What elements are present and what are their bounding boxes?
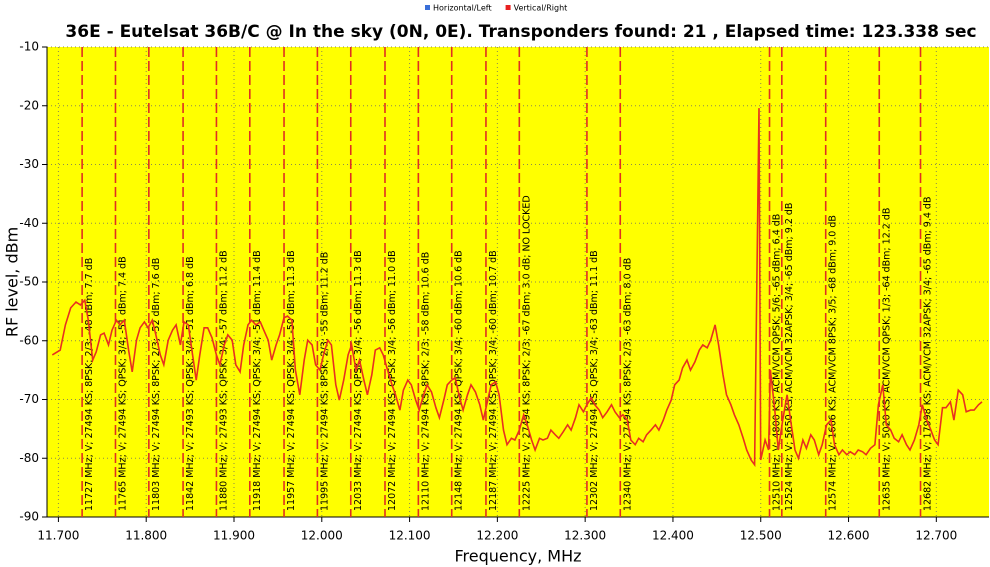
transponder-label: 12033 MHz; V; 27494 KS; QPSK; 3/4; -56 d… <box>353 250 364 511</box>
transponder-label: 12340 MHz; V; 27494 KS; 8PSK; 2/3; -63 d… <box>622 258 633 511</box>
x-tick-label: 12.400 <box>652 529 694 543</box>
x-tick-label: 12.200 <box>476 529 518 543</box>
transponder-label: 11880 MHz; V; 27493 KS; QPSK; 3/4; -57 d… <box>218 250 229 511</box>
y-axis-label: RF level, dBm <box>3 227 22 337</box>
transponder-label: 11803 MHz; V; 27494 KS; 8PSK; 2/3; -52 d… <box>151 258 162 511</box>
transponder-label: 11842 MHz; V; 27493 KS; QPSK; 3/4; -51 d… <box>185 256 196 511</box>
transponder-label: 12187 MHz; V; 27494 KS; QPSK; 3/4; -60 d… <box>488 250 499 511</box>
x-tick-label: 11.700 <box>37 529 79 543</box>
y-tick-label: -20 <box>19 98 39 112</box>
transponder-label: 12225 MHz; V; 27494 KS; 8PSK; 2/3; -67 d… <box>521 195 532 511</box>
transponder-label: 11765 MHz; V; 27494 KS; QPSK; 3/4; -51 d… <box>117 256 128 511</box>
y-tick-label: -70 <box>19 392 39 406</box>
transponder-label: 12635 MHz; V; 5020 KS; ACM/VCM QPSK; 1/3… <box>881 208 892 511</box>
y-tick-label: -50 <box>19 275 39 289</box>
spectrum-line <box>51 108 983 468</box>
x-tick-label: 12.700 <box>915 529 957 543</box>
y-tick-label: -90 <box>19 510 39 524</box>
y-tick-label: -60 <box>19 333 39 347</box>
transponder-label: 12682 MHz; V; 17998 KS; ACM/VCM 32APSK; … <box>923 197 934 511</box>
y-tick-label: -40 <box>19 216 39 230</box>
transponder-label: 12110 MHz; V; 27494 KS; 8PSK; 2/3; -58 d… <box>420 252 431 511</box>
transponder-label: 12148 MHz; V; 27494 KS; QPSK; 3/4; -60 d… <box>454 250 465 511</box>
x-tick-label: 11.800 <box>125 529 167 543</box>
x-tick-label: 12.500 <box>740 529 782 543</box>
chart-title: 36E - Eutelsat 36B/C @ In the sky (0N, 0… <box>65 22 976 42</box>
x-axis-label: Frequency, MHz <box>454 547 581 566</box>
transponder-label: 12302 MHz; V; 27494 KS; QPSK; 3/4; -63 d… <box>589 250 600 511</box>
legend-swatch <box>425 5 430 10</box>
legend-swatch <box>505 5 511 10</box>
transponder-label: 12574 MHz; V; 1666 KS; ACM/VCM 8PSK; 3/5… <box>828 215 839 511</box>
transponder-label: 11995 MHz; V; 27494 KS; 8PSK; 2/3; -55 d… <box>319 252 330 511</box>
transponder-label: 11727 MHz; V; 27494 KS; 8PSK; 2/3; -48 d… <box>84 258 95 511</box>
x-tick-label: 12.300 <box>564 529 606 543</box>
transponder-label: 11957 MHz; V; 27494 KS; QPSK; 3/4; -50 d… <box>286 250 297 511</box>
transponder-label: 12510 MHz; V; 4800 KS; ACM/VCM QPSK; 5/6… <box>772 214 783 511</box>
y-tick-label: -80 <box>19 451 39 465</box>
transponder-label: 11918 MHz; V; 27494 KS; QPSK; 3/4; -51 d… <box>252 250 263 511</box>
x-tick-label: 11.900 <box>213 529 255 543</box>
x-tick-label: 12.000 <box>301 529 343 543</box>
legend-label: Vertical/Right <box>514 4 568 13</box>
x-tick-label: 12.100 <box>389 529 431 543</box>
transponder-label: 12524 MHz; V; 5650 KS; ACM/VCM 32APSK; 3… <box>784 203 795 511</box>
x-tick-label: 12.600 <box>828 529 870 543</box>
transponder-label: 12072 MHz; V; 27494 KS; QPSK; 3/4; -56 d… <box>387 250 398 511</box>
legend-label: Horizontal/Left <box>433 4 492 13</box>
y-tick-label: -10 <box>19 40 39 54</box>
y-tick-label: -30 <box>19 157 39 171</box>
